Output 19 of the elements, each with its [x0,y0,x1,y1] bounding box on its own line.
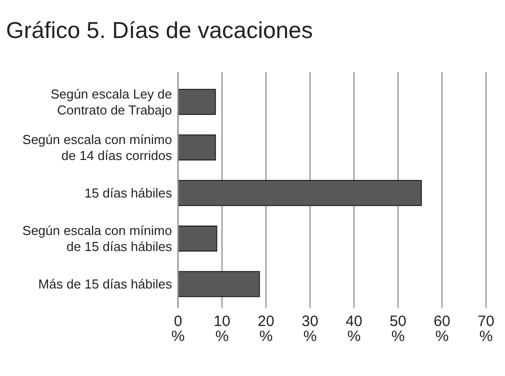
bar [178,226,218,252]
x-tick-label: 70 % [478,313,494,345]
chart-title: Gráfico 5. Días de vacaciones [6,17,313,43]
bar [178,271,260,298]
y-tick-label: Según escala Ley de Contrato de Trabajo [50,86,172,118]
y-tick-label: Según escala con mínimo de 15 días hábiles [22,223,172,254]
x-tick-label: 60 % [434,313,450,345]
y-tick-label: Según escala con mínimo de 14 días corridos [22,132,172,163]
bar [178,88,216,115]
x-tick-label: 20 % [258,313,274,345]
x-tick-label: 10 % [214,313,230,345]
x-tick-label: 30 % [302,313,318,345]
x-tick-label: 50 % [390,313,406,345]
x-tick-label: 0 % [171,313,185,345]
y-tick-label: 15 días hábiles [84,186,172,200]
y-tick-label: Más de 15 días hábiles [38,276,172,292]
bar [178,180,422,206]
bar [178,134,216,160]
x-tick-label: 40 % [346,313,362,345]
